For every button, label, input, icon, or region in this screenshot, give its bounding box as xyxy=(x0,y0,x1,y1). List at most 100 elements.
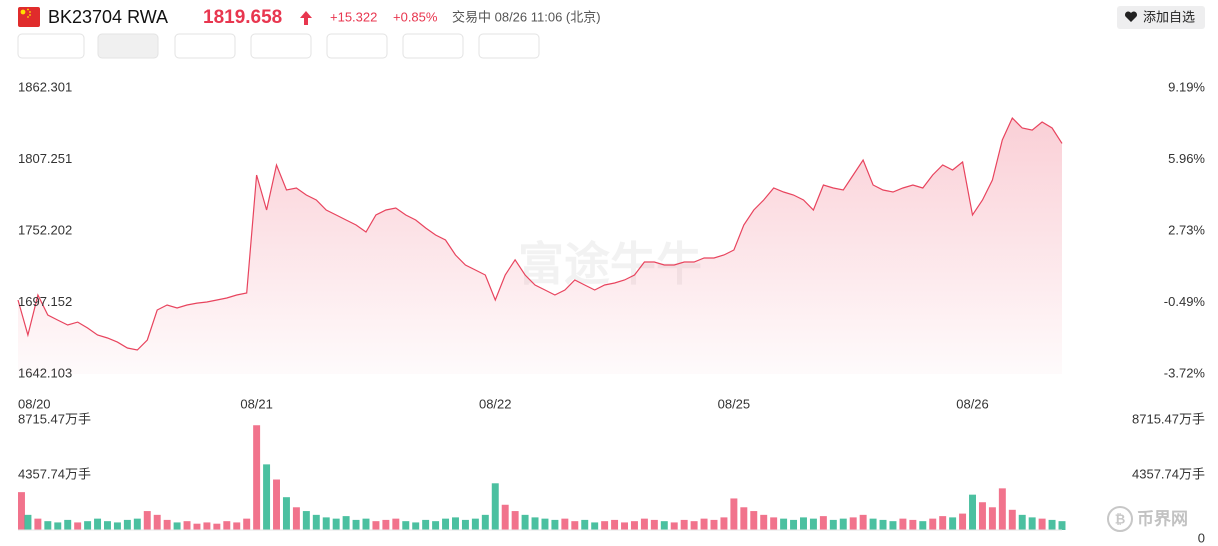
volume-bar xyxy=(452,517,459,530)
volume-bar xyxy=(680,519,688,530)
volume-bar xyxy=(282,497,290,530)
tab[interactable] xyxy=(17,33,85,59)
volume-bar xyxy=(84,521,92,530)
y-tick-label-right: 8715.47万手 xyxy=(1132,411,1205,426)
volume-bar xyxy=(312,514,320,530)
volume-bar xyxy=(18,492,25,530)
volume-bar xyxy=(273,479,280,530)
period-tabs xyxy=(17,33,540,59)
y-tick-label: 1862.301 xyxy=(18,79,72,94)
volume-bar xyxy=(611,519,619,530)
add-watchlist-button[interactable]: 添加自选 xyxy=(1117,6,1205,29)
change: +15.322 xyxy=(330,9,377,24)
y2-tick-label: 2.73% xyxy=(1168,223,1205,238)
volume-bar xyxy=(839,518,847,530)
volume-bar xyxy=(392,518,400,530)
volume-bar xyxy=(521,514,529,530)
x-tick-label: 08/26 xyxy=(956,396,989,411)
volume-bar xyxy=(919,521,927,530)
volume-bar xyxy=(531,517,539,530)
source-mark: 币界网 xyxy=(1137,509,1188,528)
x-tick-label: 08/20 xyxy=(18,396,51,411)
volume-bar xyxy=(780,518,788,530)
volume-bar xyxy=(630,521,638,530)
volume-bar xyxy=(969,494,976,530)
y-tick-label-right: 0 xyxy=(1198,530,1205,545)
volume-bar xyxy=(432,521,440,530)
y2-tick-label: -3.72% xyxy=(1164,365,1206,380)
volume-bar xyxy=(829,519,837,530)
volume-bar xyxy=(909,519,917,530)
svg-text:₿: ₿ xyxy=(1115,511,1126,526)
volume-bar xyxy=(998,488,1006,530)
button-label: 添加自选 xyxy=(1143,9,1195,24)
price-area xyxy=(18,118,1062,374)
volume-bar xyxy=(730,498,738,530)
volume-bar xyxy=(34,518,42,530)
charts: 1642.103 1697.152 1752.202 1807.251 1862.301… xyxy=(17,79,1206,545)
volume-bar xyxy=(213,523,221,530)
volume-bar xyxy=(690,521,698,530)
volume-bar xyxy=(243,518,251,530)
volume-bar xyxy=(24,514,32,530)
tab[interactable] xyxy=(402,33,464,59)
x-tick-label: 08/21 xyxy=(240,396,273,411)
volume-bar xyxy=(442,518,450,530)
flag xyxy=(18,7,40,27)
x-tick-label: 08/22 xyxy=(479,396,512,411)
volume-bar xyxy=(660,521,668,530)
volume-bar xyxy=(740,507,748,530)
volume-bar xyxy=(233,522,241,530)
volume-bar xyxy=(1018,514,1026,530)
volume-bar xyxy=(939,516,947,530)
volume-bar xyxy=(790,519,798,530)
volume-bar xyxy=(859,514,867,530)
volume-bar xyxy=(899,518,907,530)
volume-bar xyxy=(123,519,131,530)
y-tick-label: 1752.202 xyxy=(18,222,72,237)
volume-bar xyxy=(332,518,340,530)
volume-bar xyxy=(461,519,469,530)
y-tick-label: 1807.251 xyxy=(18,151,72,166)
volume-bar xyxy=(809,518,817,530)
volume-bar xyxy=(710,519,718,530)
volume-bar xyxy=(889,521,897,530)
volume-bar xyxy=(700,518,708,530)
y2-tick-label: 5.96% xyxy=(1168,151,1205,166)
volume-bar xyxy=(800,517,807,530)
volume-bar xyxy=(412,522,420,530)
tab[interactable] xyxy=(326,33,388,59)
volume-bar xyxy=(1048,519,1056,530)
tab[interactable] xyxy=(250,33,312,59)
volume-bar xyxy=(342,516,350,530)
volume-bar xyxy=(1038,518,1046,530)
volume-bar xyxy=(978,502,986,530)
volume-bar xyxy=(173,522,181,530)
volume-bar xyxy=(879,519,887,530)
y-tick-label-left: 8715.47万手 xyxy=(18,411,91,426)
tab[interactable] xyxy=(97,33,159,59)
volume-bar xyxy=(501,504,509,530)
volume-bar xyxy=(760,514,768,530)
tab-cover xyxy=(0,59,1218,60)
volume-bar xyxy=(382,519,390,530)
x-tick-label: 08/25 xyxy=(718,396,751,411)
volume-bar xyxy=(223,521,231,530)
volume-bar xyxy=(849,517,857,530)
volume-bar xyxy=(591,522,599,530)
volume-bar xyxy=(263,464,271,530)
volume-bar xyxy=(959,513,967,530)
volume-bar xyxy=(113,522,121,530)
status: 交易中 08/26 11:06 (北京) xyxy=(452,9,601,24)
volume-bar xyxy=(203,522,211,530)
volume-bar xyxy=(720,517,728,530)
volume-bar xyxy=(929,518,937,530)
tab[interactable] xyxy=(478,33,540,59)
volume-bar xyxy=(292,507,300,530)
y2-tick-label: 9.19% xyxy=(1168,79,1205,94)
volume-bar xyxy=(670,522,678,530)
price: 1819.658 xyxy=(203,7,282,28)
tab[interactable] xyxy=(174,33,236,59)
